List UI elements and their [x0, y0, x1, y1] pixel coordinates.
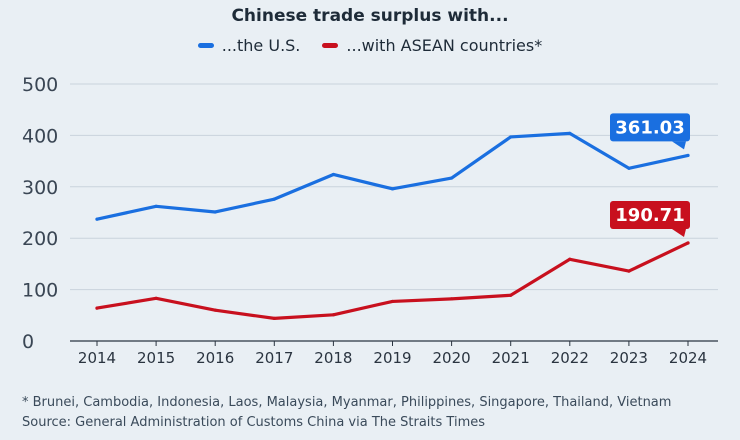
y-tick-label-400: 400	[22, 125, 58, 147]
end-label-box-0	[610, 113, 690, 142]
legend-swatch-us	[197, 43, 214, 48]
x-tick-label-2016: 2016	[196, 349, 234, 367]
y-tick-label-500: 500	[22, 74, 58, 96]
legend-item-asean: ...with ASEAN countries*	[322, 36, 542, 55]
series-0-point-2019	[390, 187, 395, 191]
chart-footnotes: * Brunei, Cambodia, Indonesia, Laos, Mal…	[22, 393, 671, 433]
x-tick-label-2021: 2021	[492, 349, 530, 367]
series-0-point-2017	[272, 197, 276, 201]
series-1-point-2019	[390, 299, 395, 304]
x-tick-label-2014: 2014	[78, 349, 116, 367]
series-1-point-2014	[95, 306, 99, 310]
series-0-point-2021	[509, 135, 513, 139]
series-0-point-2024	[686, 153, 690, 158]
legend-item-us: ...the U.S.	[197, 36, 301, 55]
series-0-point-2016	[213, 210, 217, 214]
series-line-1	[95, 241, 690, 320]
series-1-point-2015	[154, 296, 158, 300]
x-tick-label-2018: 2018	[314, 349, 352, 367]
source-text: Source: General Administration of Custom…	[22, 415, 485, 430]
series-1-point-2017	[272, 316, 276, 320]
series-1-point-2018	[331, 313, 335, 317]
series-0-point-2018	[331, 172, 335, 177]
y-tick-label-200: 200	[22, 228, 58, 250]
x-tick-label-2017: 2017	[255, 349, 293, 367]
x-tick-label-2023: 2023	[610, 349, 648, 367]
chart-legend: ...the U.S. ...with ASEAN countries*	[0, 36, 740, 55]
series-1-point-2016	[213, 308, 217, 312]
x-tick-label-2020: 2020	[433, 349, 471, 367]
line-chart: 0 100 200 300 400 500 2014 2015 2016 2017 2018 2019…	[22, 74, 718, 367]
series-0-point-2015	[154, 204, 158, 208]
y-tick-label-300: 300	[22, 177, 58, 199]
legend-swatch-asean	[322, 43, 339, 48]
end-label-pointer-1	[672, 228, 686, 237]
series-1-point-2020	[450, 297, 454, 301]
x-tick-label-2015: 2015	[137, 349, 175, 367]
footnote-text: * Brunei, Cambodia, Indonesia, Laos, Mal…	[22, 395, 672, 410]
series-1-point-2021	[509, 293, 513, 297]
end-label-text-1: 190.71	[615, 205, 684, 226]
series-1-point-2024	[686, 241, 690, 245]
x-tick-label-2022: 2022	[551, 349, 589, 367]
series-1-point-2023	[627, 269, 631, 273]
legend-label-asean: ...with ASEAN countries*	[346, 36, 543, 55]
chart-title: Chinese trade surplus with...	[231, 6, 509, 26]
series-line-0	[95, 131, 690, 221]
y-tick-label-0: 0	[22, 331, 34, 353]
end-label-text-0: 361.03	[615, 117, 684, 138]
series-0-point-2022	[568, 131, 572, 135]
series-0-point-2020	[450, 176, 454, 180]
series-0-point-2014	[95, 217, 99, 221]
series-1-point-2022	[568, 257, 572, 261]
y-tick-label-100: 100	[22, 280, 58, 302]
x-tick-label-2024: 2024	[669, 349, 707, 367]
x-tick-label-2019: 2019	[373, 349, 411, 367]
series-0-point-2023	[627, 166, 631, 170]
legend-label-us: ...the U.S.	[221, 36, 301, 55]
end-label-box-1	[610, 200, 690, 229]
end-label-pointer-0	[672, 141, 686, 150]
